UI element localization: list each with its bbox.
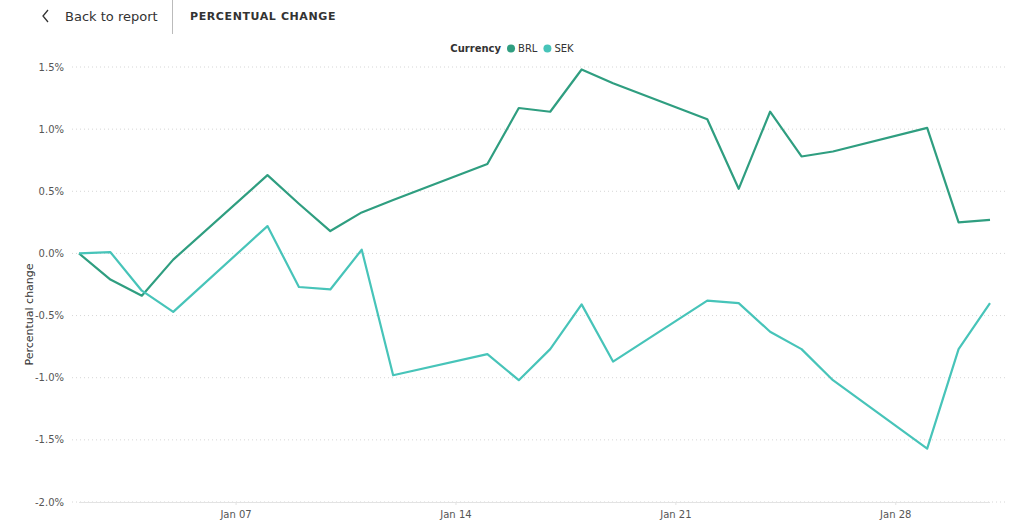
back-icon[interactable] <box>43 10 48 22</box>
grid-line <box>72 129 1008 130</box>
y-tick-label: 1.5% <box>39 62 64 73</box>
x-axis-line <box>79 502 990 503</box>
x-tick-label: Jan 28 <box>879 509 911 520</box>
y-tick-label: 0.5% <box>39 186 64 197</box>
y-tick-label: -0.5% <box>35 310 64 321</box>
x-tick-label: Jan 14 <box>439 509 471 520</box>
grid-line <box>72 253 1008 254</box>
legend-marker <box>507 45 515 53</box>
grid-line <box>72 502 1008 503</box>
grid-line <box>72 191 1008 192</box>
legend-label: SEK <box>554 43 574 54</box>
x-tick <box>236 502 237 505</box>
legend-marker <box>543 45 551 53</box>
grid-line <box>72 315 1008 316</box>
series-line <box>79 226 990 448</box>
plot-area <box>79 69 990 448</box>
y-tick-label: -1.0% <box>35 372 64 383</box>
grid-line <box>72 439 1008 440</box>
y-tick-label: -2.0% <box>35 497 64 508</box>
y-axis-title: Percentual change <box>23 263 36 365</box>
title: PERCENTUAL CHANGE <box>190 10 336 23</box>
y-tick-label: 1.0% <box>39 124 64 135</box>
y-tick-label: -1.5% <box>35 434 64 445</box>
x-tick-label: Jan 07 <box>219 509 251 520</box>
grid-line <box>72 377 1008 378</box>
x-tick-label: Jan 21 <box>659 509 691 520</box>
legend-title: Currency <box>450 43 501 54</box>
legend-label: BRL <box>518 43 538 54</box>
y-tick-label: 0.0% <box>39 248 64 259</box>
grid-line <box>72 67 1008 68</box>
legend: Currency BRL SEK <box>450 43 574 54</box>
back-link[interactable]: Back to report <box>65 9 158 24</box>
x-tick <box>675 502 676 505</box>
header-separator <box>172 0 173 34</box>
x-tick <box>455 502 456 505</box>
series-line <box>79 69 990 295</box>
x-tick <box>895 502 896 505</box>
chart: Back to report PERCENTUAL CHANGE -2.0% -1.5… <box>0 0 1024 529</box>
